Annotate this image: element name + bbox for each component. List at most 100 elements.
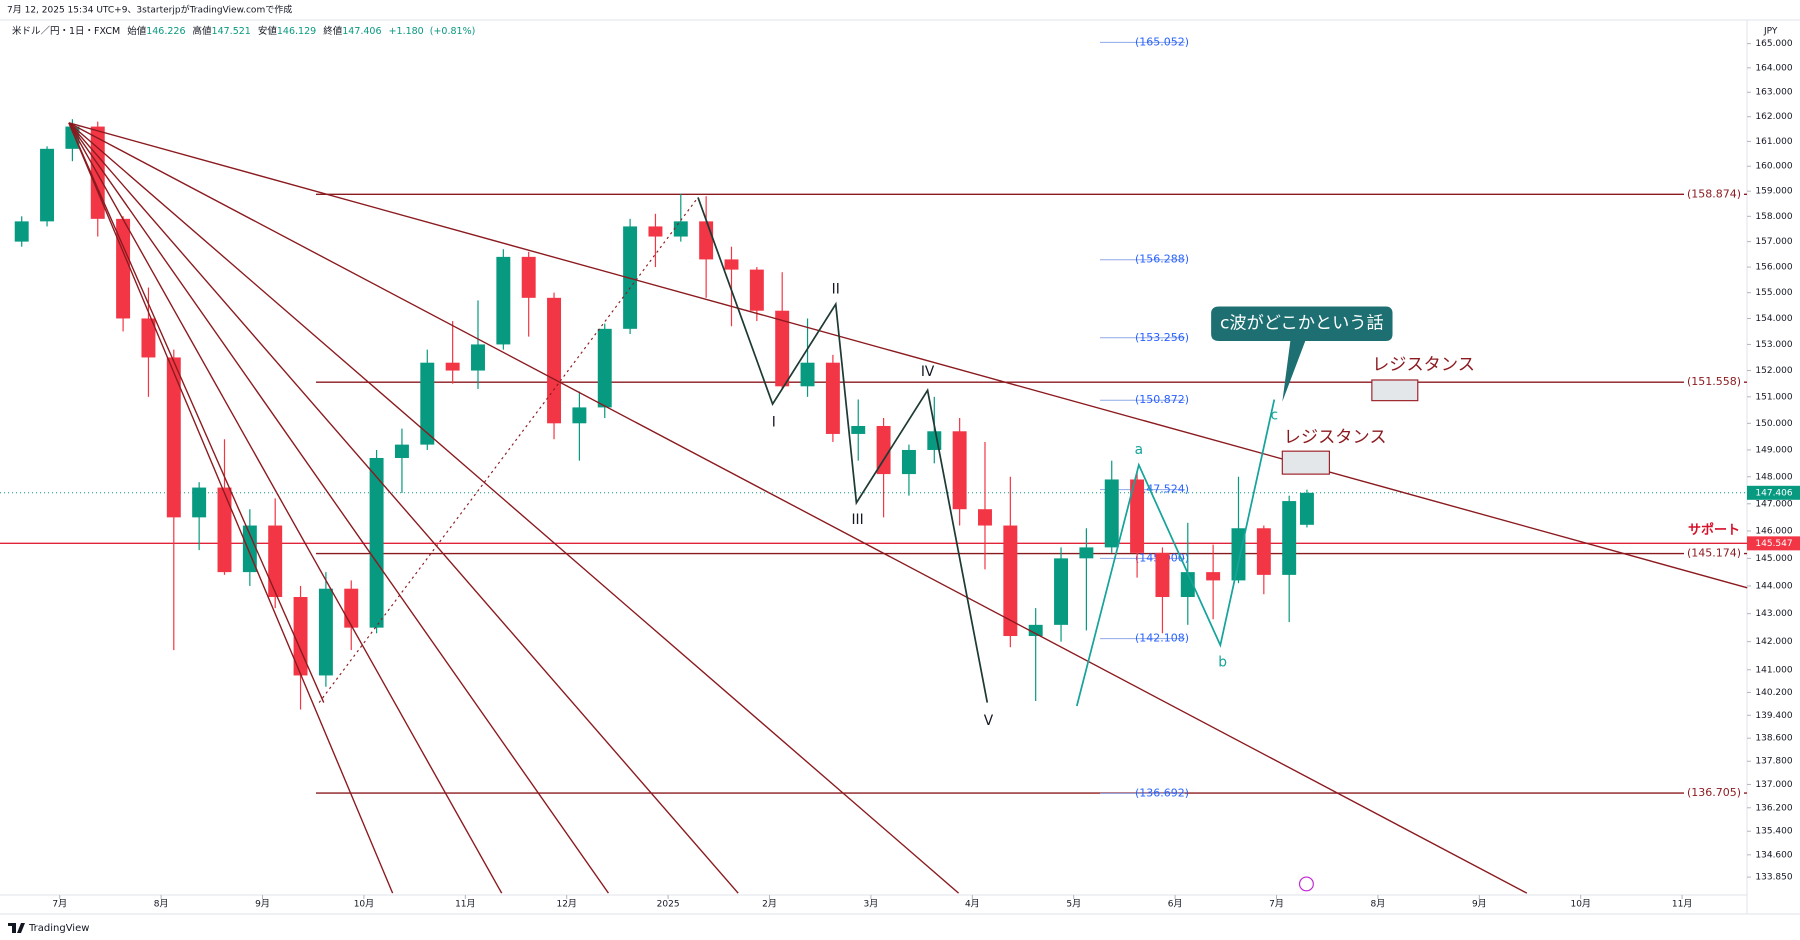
callout-text: c波がどこかという話 xyxy=(1220,314,1384,334)
x-tick-label: 5月 xyxy=(1066,899,1081,910)
candle-body xyxy=(192,487,207,518)
y-tick-label: 164.000 xyxy=(1755,63,1792,73)
level-label: (158.874) xyxy=(1687,187,1741,200)
candle-body xyxy=(1104,479,1119,548)
y-tick-label: 153.000 xyxy=(1755,340,1792,350)
price-tag xyxy=(1747,485,1800,500)
candle-body xyxy=(471,344,485,371)
callout-box xyxy=(1211,306,1393,402)
candle-body xyxy=(318,588,333,676)
candle-body xyxy=(496,256,511,345)
x-tick-label: 7月 xyxy=(52,899,67,910)
candle-body xyxy=(40,148,55,222)
candle-body xyxy=(141,318,156,358)
fib-label: (142.108) xyxy=(1135,632,1189,645)
fib-label: (156.288) xyxy=(1135,253,1189,266)
candle-body xyxy=(1231,528,1246,581)
candle-body xyxy=(420,362,435,445)
candle-body xyxy=(851,425,866,434)
change-pct: (+0.81%) xyxy=(430,26,476,37)
candle-body xyxy=(1282,501,1297,575)
candle-body xyxy=(1028,624,1043,637)
change: +1.180 xyxy=(389,26,424,37)
drawings: I II III IV V a b c c波がどこかという話 レジスタンス レジ… xyxy=(68,122,1748,894)
field-value: 147.406 xyxy=(342,26,381,37)
x-tick-label: 2025 xyxy=(657,900,680,910)
level-label-bg xyxy=(1684,545,1744,562)
candle-body xyxy=(648,226,663,237)
candle-body xyxy=(1299,492,1314,525)
wave-label: a xyxy=(1135,442,1143,458)
support-tag-label: 145.547 xyxy=(1755,539,1792,549)
fan-line xyxy=(68,122,1528,894)
candle-body xyxy=(445,362,460,371)
y-tick-label: 135.400 xyxy=(1755,827,1792,837)
fan-line xyxy=(68,122,1748,589)
y-tick-label: 163.000 xyxy=(1755,88,1792,98)
y-tick-label: 155.000 xyxy=(1755,288,1792,298)
y-tick-label: 151.000 xyxy=(1755,392,1792,402)
y-tick-label: 141.000 xyxy=(1755,665,1792,675)
candle-body xyxy=(952,431,967,510)
fan-lines xyxy=(68,122,1748,894)
field-label: 高値 xyxy=(193,25,213,37)
wave-label: V xyxy=(984,713,994,729)
y-tick-label: 145.000 xyxy=(1755,554,1792,564)
fib-label: (153.256) xyxy=(1135,331,1189,344)
y-tick-label: 152.000 xyxy=(1755,366,1792,376)
y-tick-label: 162.000 xyxy=(1755,112,1792,122)
candle-body xyxy=(876,425,891,475)
y-tick-label: 149.000 xyxy=(1755,445,1792,455)
level-label-bg xyxy=(1684,374,1744,391)
x-tick-label: 9月 xyxy=(255,899,270,910)
candles xyxy=(14,119,1314,710)
field-value: 147.521 xyxy=(212,26,251,37)
level-label: (145.174) xyxy=(1687,547,1741,560)
x-tick-label: 3月 xyxy=(864,899,879,910)
candle-body xyxy=(749,269,764,311)
y-tick-label: 133.850 xyxy=(1755,873,1792,883)
fan-line xyxy=(68,122,325,703)
y-tick-label: 160.000 xyxy=(1755,162,1792,172)
candle-body xyxy=(901,449,916,475)
y-tick-label: 139.400 xyxy=(1755,711,1792,721)
y-tick-label: 150.000 xyxy=(1755,419,1792,429)
candle-body xyxy=(1155,552,1170,598)
candle-body xyxy=(394,444,409,458)
candle-body xyxy=(1206,572,1221,581)
field-label: 終値 xyxy=(323,25,343,37)
field-label: 安値 xyxy=(258,25,278,37)
y-tick-label: 156.000 xyxy=(1755,263,1792,273)
x-tick-label: 11月 xyxy=(1672,899,1692,910)
x-tick-label: 8月 xyxy=(154,899,169,910)
candle-body xyxy=(1079,547,1094,559)
credit: 7月 12, 2025 15:34 UTC+9、3starterjpがTradi… xyxy=(7,4,292,16)
candle-body xyxy=(825,362,840,434)
wave-label: b xyxy=(1218,654,1227,670)
fan-line xyxy=(68,122,503,894)
x-tick-label: 7月 xyxy=(1269,899,1284,910)
level-label-bg xyxy=(1684,186,1744,203)
level-label: (136.705) xyxy=(1687,786,1741,799)
y-tick-label: 137.800 xyxy=(1755,757,1792,767)
candle-body xyxy=(14,221,29,242)
resistance-box xyxy=(1371,379,1419,402)
fan-line xyxy=(68,122,739,894)
candle-body xyxy=(800,362,815,387)
price-unit: JPY xyxy=(1763,27,1778,37)
candle-body xyxy=(293,597,308,676)
resistance-box xyxy=(1281,450,1330,475)
impulse-wave xyxy=(697,197,989,703)
y-tick-label: 134.600 xyxy=(1755,850,1792,860)
x-tick-label: 9月 xyxy=(1472,899,1487,910)
y-tick-label: 143.000 xyxy=(1755,609,1792,619)
level-label-bg xyxy=(1684,785,1744,802)
logo xyxy=(8,923,25,933)
y-tick-label: 138.600 xyxy=(1755,734,1792,744)
field-value: 146.226 xyxy=(146,26,185,37)
price-tag-label: 147.406 xyxy=(1755,488,1792,498)
support-label: サポート xyxy=(1688,522,1740,538)
candle-body xyxy=(673,221,688,237)
x-tick-label: 4月 xyxy=(965,899,980,910)
